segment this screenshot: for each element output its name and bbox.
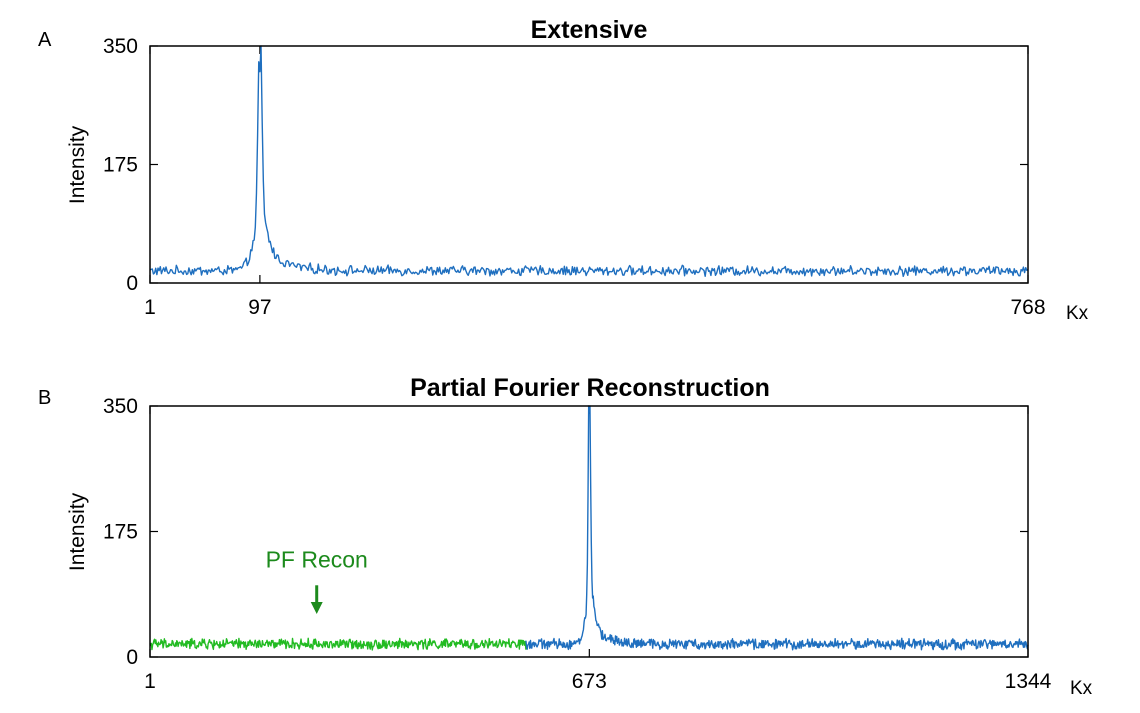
y-tick-label: 175: [103, 521, 138, 544]
pf-recon-annotation: PF Recon: [266, 546, 368, 614]
series-group-a: [149, 45, 1029, 278]
x-axis-label-a: Kx: [1066, 303, 1089, 324]
pf-recon-label: PF Recon: [266, 546, 368, 572]
y-tick-label: 175: [103, 154, 138, 177]
y-axis-label-a: Intensity: [66, 125, 89, 204]
panel-a: A Extensive Intensity Kx 1 97 768 0 175 350: [38, 16, 1089, 324]
chart-title-a: Extensive: [531, 16, 648, 44]
panel-b: B Partial Fourier Reconstruction Intensi…: [38, 374, 1093, 699]
y-axis-label-b: Intensity: [66, 492, 89, 571]
ticks-b: 1 673 1344 0 175 350: [103, 395, 1052, 693]
y-tick-label: 350: [103, 395, 138, 418]
x-tick-label: 1344: [1005, 670, 1052, 693]
x-tick-label: 1: [144, 670, 156, 693]
chart-title-b: Partial Fourier Reconstruction: [410, 374, 770, 402]
series-line: [525, 405, 1029, 651]
panel-letter-b: B: [38, 387, 51, 409]
plot-frame-b: [149, 405, 1029, 658]
x-tick-label: 768: [1010, 296, 1045, 319]
panel-letter-a: A: [38, 29, 52, 51]
pf-recon-arrow-head: [310, 601, 323, 614]
plot-frame-a: [149, 45, 1029, 284]
x-tick-label: 97: [248, 296, 271, 319]
y-tick-label: 0: [126, 646, 138, 669]
series-line: [149, 637, 527, 651]
x-tick-label: 1: [144, 296, 156, 319]
x-axis-label-b: Kx: [1070, 678, 1093, 699]
y-tick-label: 350: [103, 35, 138, 58]
y-tick-label: 0: [126, 272, 138, 295]
x-tick-label: 673: [572, 670, 607, 693]
ticks-a: 1 97 768 0 175 350: [103, 35, 1046, 319]
series-group-b: [149, 405, 1029, 651]
series-line: [149, 45, 1029, 278]
